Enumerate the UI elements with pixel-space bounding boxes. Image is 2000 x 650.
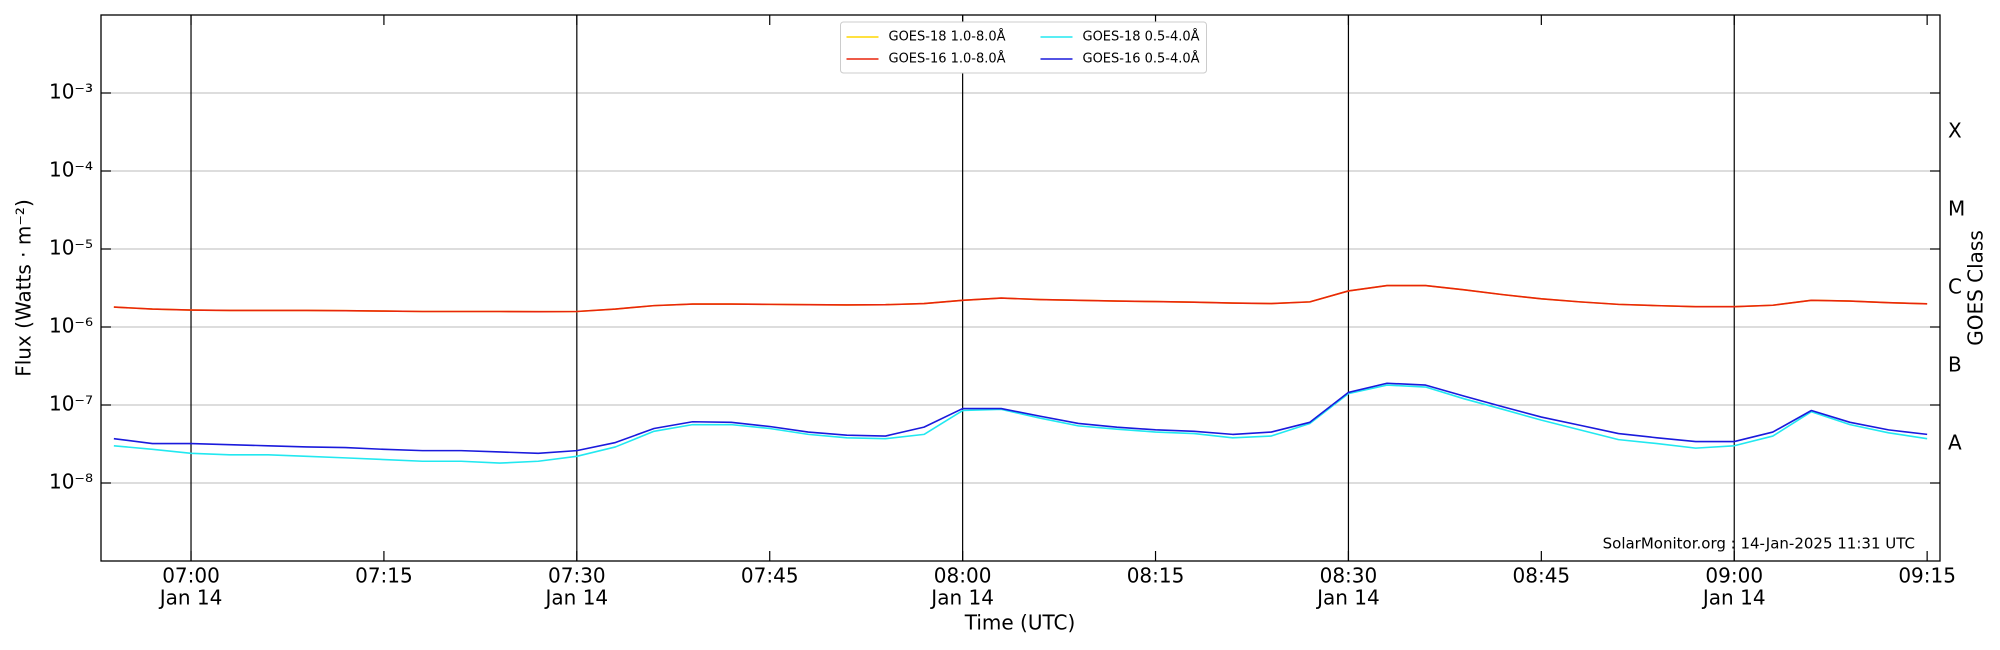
y2-tick-label: A bbox=[1948, 431, 1962, 455]
x-tick-label: Jan 14 bbox=[1315, 586, 1380, 610]
x-tick-label: 07:45 bbox=[741, 564, 799, 588]
legend-label: GOES-16 0.5-4.0Å bbox=[1083, 51, 1200, 67]
legend-label: GOES-18 0.5-4.0Å bbox=[1083, 29, 1200, 45]
y-tick-label: 10⁻³ bbox=[49, 80, 93, 104]
x-tick-label: 09:15 bbox=[1898, 564, 1956, 588]
y2-tick-label: B bbox=[1948, 353, 1962, 377]
legend-label: GOES-18 1.0-8.0Å bbox=[889, 29, 1006, 45]
y2-tick-label: M bbox=[1948, 197, 1965, 221]
y-tick-label: 10⁻⁷ bbox=[49, 392, 93, 416]
x-tick-label: 07:15 bbox=[355, 564, 413, 588]
y2-tick-label: C bbox=[1948, 275, 1962, 299]
y-tick-label: 10⁻⁸ bbox=[49, 470, 93, 494]
x-tick-label: Jan 14 bbox=[544, 586, 609, 610]
legend: GOES-18 1.0-8.0Å GOES-16 1.0-8.0Å GOES-18 … bbox=[840, 21, 1207, 74]
legend-label: GOES-16 1.0-8.0Å bbox=[889, 51, 1006, 67]
x-tick-label: Jan 14 bbox=[158, 586, 223, 610]
x-axis-label: Time (UTC) bbox=[964, 611, 1076, 635]
y2-axis-label: GOES Class bbox=[1964, 230, 1988, 346]
x-tick-label: 07:00 bbox=[162, 564, 220, 588]
series-line bbox=[113, 384, 1928, 464]
x-tick-label: 08:30 bbox=[1320, 564, 1378, 588]
x-tick-label: Jan 14 bbox=[1701, 586, 1766, 610]
x-tick-label: 08:15 bbox=[1127, 564, 1185, 588]
y2-tick-label: X bbox=[1948, 119, 1962, 143]
x-tick-label: 08:45 bbox=[1513, 564, 1571, 588]
legend-box bbox=[840, 21, 1207, 74]
series-line bbox=[113, 284, 1928, 313]
x-tick-label: 09:00 bbox=[1705, 564, 1763, 588]
x-tick-label: 07:30 bbox=[548, 564, 606, 588]
x-tick-label: Jan 14 bbox=[929, 586, 994, 610]
y-tick-label: 10⁻⁴ bbox=[49, 158, 93, 182]
series-line bbox=[113, 382, 1928, 455]
annotation: SolarMonitor.org : 14-Jan-2025 11:31 UTC bbox=[1603, 535, 1915, 553]
plot-frame bbox=[100, 14, 1941, 562]
y-tick-label: 10⁻⁶ bbox=[49, 314, 93, 338]
y-axis-label: Flux (Watts · m⁻²) bbox=[12, 199, 36, 377]
x-tick-label: 08:00 bbox=[934, 564, 992, 588]
y-tick-label: 10⁻⁵ bbox=[49, 236, 93, 260]
